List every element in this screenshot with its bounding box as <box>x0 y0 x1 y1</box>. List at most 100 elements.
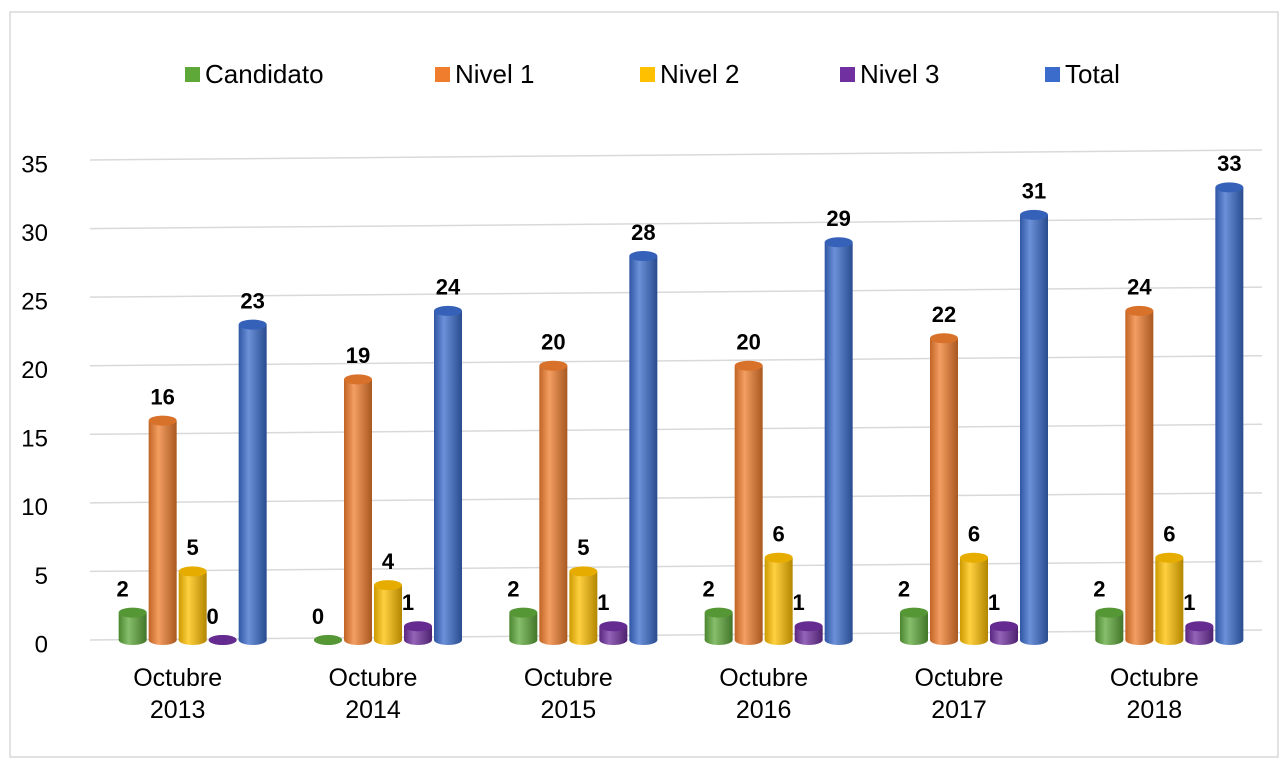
legend-swatch <box>1045 67 1060 82</box>
bar-top <box>344 374 372 385</box>
bar <box>1125 305 1154 645</box>
bar-top <box>794 621 823 632</box>
bar <box>509 607 538 645</box>
grid-line <box>89 149 1263 161</box>
bar-body <box>238 324 267 640</box>
bar-top <box>960 552 988 563</box>
bar <box>704 607 733 645</box>
bar <box>148 415 177 645</box>
bar-body <box>539 365 568 640</box>
bar-top <box>900 607 928 618</box>
bar-body <box>764 557 793 640</box>
bar <box>314 635 342 645</box>
data-label: 2 <box>1093 576 1105 601</box>
y-tick-label: 10 <box>21 494 48 521</box>
bar-body <box>1020 214 1048 640</box>
legend-label: Nivel 2 <box>660 59 739 89</box>
data-label: 1 <box>597 590 609 615</box>
bar-top <box>118 607 147 618</box>
grid-line <box>89 629 1263 641</box>
bar-top <box>734 360 763 371</box>
data-label: 1 <box>1183 590 1195 615</box>
bar-body <box>824 242 853 641</box>
grid-line <box>89 423 1263 436</box>
y-tick-label: 5 <box>35 563 48 590</box>
y-tick-label: 25 <box>21 288 48 315</box>
bar-top <box>314 635 342 645</box>
data-label: 19 <box>346 343 370 368</box>
bar-top <box>404 621 432 632</box>
legend-swatch <box>185 67 200 82</box>
data-label: 22 <box>932 302 956 327</box>
bar <box>434 305 462 645</box>
bar <box>824 237 853 645</box>
bar-body <box>148 420 177 640</box>
bar <box>1095 607 1124 645</box>
bar-body <box>434 310 462 640</box>
data-label: 5 <box>187 535 199 560</box>
data-label: 31 <box>1022 179 1046 204</box>
bar <box>990 621 1018 645</box>
bar <box>930 333 958 645</box>
bar-body <box>930 338 958 640</box>
x-tick-label: Octubre 2015 <box>523 664 613 724</box>
bar-top <box>764 552 793 563</box>
bar-top <box>704 607 733 618</box>
bar-body <box>178 571 207 640</box>
legend-label: Total <box>1065 59 1120 89</box>
data-label: 2 <box>117 576 129 601</box>
legend-label: Nivel 3 <box>860 59 939 89</box>
data-label: 24 <box>1127 275 1152 300</box>
bar <box>118 607 147 645</box>
x-tick-label: Octubre 2016 <box>719 664 809 724</box>
bar-top <box>1215 182 1244 193</box>
bar-top <box>434 305 462 316</box>
y-tick-label: 15 <box>21 426 48 453</box>
bar <box>374 580 402 645</box>
x-tick-label: Octubre 2014 <box>328 664 418 724</box>
bar <box>599 621 628 645</box>
bar-top <box>208 635 237 645</box>
bar-top <box>1020 209 1048 220</box>
grid-line <box>89 286 1263 298</box>
data-label: 4 <box>382 549 395 574</box>
bar-body <box>344 379 372 640</box>
bar <box>1020 209 1048 645</box>
bar <box>960 552 988 645</box>
bar <box>764 552 793 645</box>
data-label: 6 <box>1163 522 1175 547</box>
data-label: 33 <box>1217 151 1241 176</box>
data-label: 1 <box>402 590 414 615</box>
bar-top <box>374 580 402 591</box>
x-tick-label: Octubre 2017 <box>914 664 1004 724</box>
data-label: 29 <box>826 206 850 231</box>
data-label: 20 <box>736 330 760 355</box>
legend-swatch <box>435 67 450 82</box>
bar-top <box>824 237 853 248</box>
data-label: 2 <box>507 576 519 601</box>
bar <box>794 621 823 645</box>
y-tick-label: 20 <box>21 357 48 384</box>
y-tick-label: 0 <box>35 631 48 658</box>
bar-top <box>990 621 1018 632</box>
bar-top <box>1095 607 1124 618</box>
bar-body <box>629 256 658 640</box>
data-label: 6 <box>773 522 785 547</box>
bar-top <box>178 566 207 577</box>
legend-swatch <box>840 67 855 82</box>
bar-body <box>569 571 598 640</box>
bar <box>208 635 237 645</box>
bar-top <box>539 360 568 371</box>
y-tick-label: 30 <box>21 220 48 247</box>
legend-label: Candidato <box>205 59 324 89</box>
bar-body <box>1215 187 1244 640</box>
legend-swatch <box>640 67 655 82</box>
grid-line <box>89 560 1263 573</box>
bar-body <box>1155 557 1184 640</box>
bar-top <box>930 333 958 344</box>
bar <box>1215 182 1244 645</box>
data-label: 6 <box>968 522 980 547</box>
data-label: 20 <box>541 330 565 355</box>
